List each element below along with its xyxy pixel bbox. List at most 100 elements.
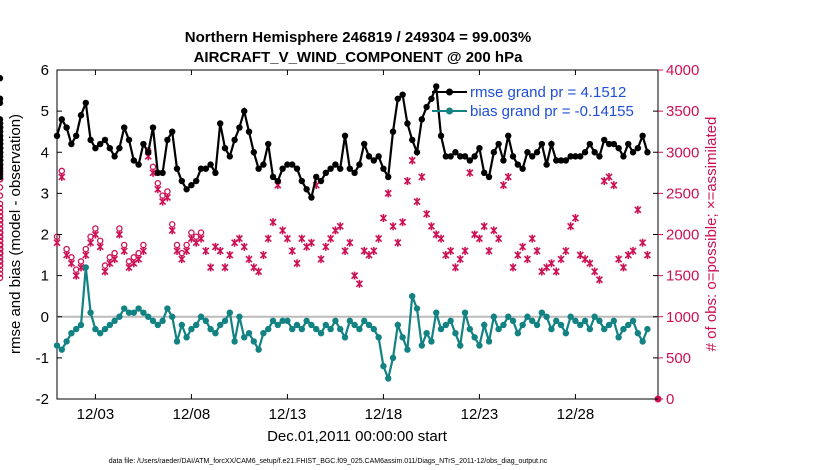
rmse-point <box>193 177 200 185</box>
bias-point <box>289 325 296 333</box>
bias-point <box>394 321 402 329</box>
rmse-point <box>221 144 229 152</box>
data-file-footnote: data file: /Users/raeder/DAI/ATM_forcXX/… <box>109 458 548 465</box>
left-y-tick-label: 0 <box>41 309 49 326</box>
x-tick-label: 12/28 <box>557 406 595 423</box>
obs-possible-marker <box>0 233 4 240</box>
obs-possible-marker <box>0 229 4 236</box>
rmse-point <box>581 149 589 156</box>
x-tick-label: 12/03 <box>77 406 115 423</box>
bias-point <box>577 321 584 329</box>
bias-point <box>543 313 550 320</box>
rmse-point <box>601 136 608 144</box>
obs-possible-marker <box>0 254 4 261</box>
bias-point <box>605 321 613 329</box>
rmse-point <box>226 153 234 160</box>
obs-possible-marker <box>0 221 4 228</box>
bias-point <box>87 309 94 316</box>
bias-point <box>505 313 512 320</box>
bias-point <box>457 342 464 349</box>
bias-point <box>375 334 382 341</box>
obs-possible-marker <box>0 258 4 265</box>
rmse-point <box>303 186 310 193</box>
bias-point <box>173 338 181 345</box>
bias-point <box>111 317 118 325</box>
right-y-tick-label: 0 <box>666 391 674 408</box>
bias-point <box>183 334 190 341</box>
rmse-series <box>0 75 651 201</box>
rmse-point <box>284 161 291 168</box>
bias-point <box>399 334 406 341</box>
rmse-point <box>557 157 565 164</box>
rmse-point <box>625 140 632 148</box>
right-y-tick-label: 3000 <box>666 144 699 161</box>
obs-count-series <box>0 147 662 403</box>
bias-point <box>596 317 603 325</box>
bias-point <box>557 321 565 329</box>
rmse-point <box>241 107 248 115</box>
rmse-point <box>447 153 454 160</box>
rmse-point <box>0 124 4 131</box>
y-axis-label-left: rmse and bias (model - observation) <box>7 114 24 354</box>
bias-point <box>58 346 66 353</box>
obs-possible-marker <box>0 192 4 199</box>
legend-rmse-label: rmse grand pr = 4.1512 <box>470 84 626 101</box>
bias-point <box>188 325 195 333</box>
y-axis-label-right: # of obs: o=possible; ×=assimilated <box>703 117 720 352</box>
bias-point <box>356 325 363 333</box>
bias-point <box>221 317 229 325</box>
rmse-point <box>197 165 205 172</box>
bias-point <box>197 313 205 320</box>
rmse-point <box>418 116 426 123</box>
rmse-point <box>433 83 440 90</box>
rmse-point <box>73 132 80 139</box>
rmse-point <box>0 75 4 82</box>
rmse-point <box>53 132 61 139</box>
bias-point <box>284 317 291 325</box>
bias-series <box>53 264 651 383</box>
x-tick-label: 12/08 <box>173 406 211 423</box>
bias-point <box>92 325 99 333</box>
bias-point <box>629 317 637 325</box>
bias-point <box>73 325 80 333</box>
bias-point <box>461 309 469 316</box>
bias-point <box>413 305 421 312</box>
rmse-point <box>298 177 306 185</box>
obs-possible-marker <box>0 237 4 245</box>
rmse-point <box>476 144 483 152</box>
rmse-point <box>629 149 637 156</box>
rmse-point <box>217 120 224 127</box>
rmse-point <box>639 132 646 139</box>
right-y-tick-label: 1000 <box>666 309 699 326</box>
rmse-point <box>308 194 315 201</box>
x-axis: 12/03 12/08 12/13 12/18 12/23 12/28 <box>77 70 595 423</box>
obs-possible-marker <box>0 225 4 232</box>
rmse-point <box>0 144 4 152</box>
rmse-point <box>149 124 157 131</box>
bias-point <box>476 342 483 349</box>
rmse-point <box>548 140 555 148</box>
bias-point <box>380 362 387 370</box>
bias-point <box>365 321 373 329</box>
bias-point <box>332 317 339 325</box>
rmse-point <box>332 161 339 168</box>
rmse-point <box>0 95 4 102</box>
rmse-point <box>111 153 118 160</box>
left-y-tick-label: 6 <box>41 62 49 79</box>
right-y-tick-label: 4000 <box>666 62 699 79</box>
bias-point <box>620 325 627 333</box>
rmse-point <box>164 136 171 144</box>
bias-point <box>97 330 104 337</box>
rmse-point <box>125 136 133 144</box>
rmse-point <box>231 136 238 144</box>
obs-possible-marker <box>0 163 4 171</box>
bias-point <box>437 325 445 333</box>
obs-possible-marker <box>0 249 4 257</box>
left-y-tick-label: 3 <box>41 185 49 202</box>
obs-possible-marker <box>0 241 4 249</box>
bias-point <box>634 330 642 337</box>
bias-point <box>231 338 238 345</box>
bias-point <box>279 317 286 325</box>
bias-point <box>308 321 315 329</box>
rmse-point <box>207 161 214 168</box>
